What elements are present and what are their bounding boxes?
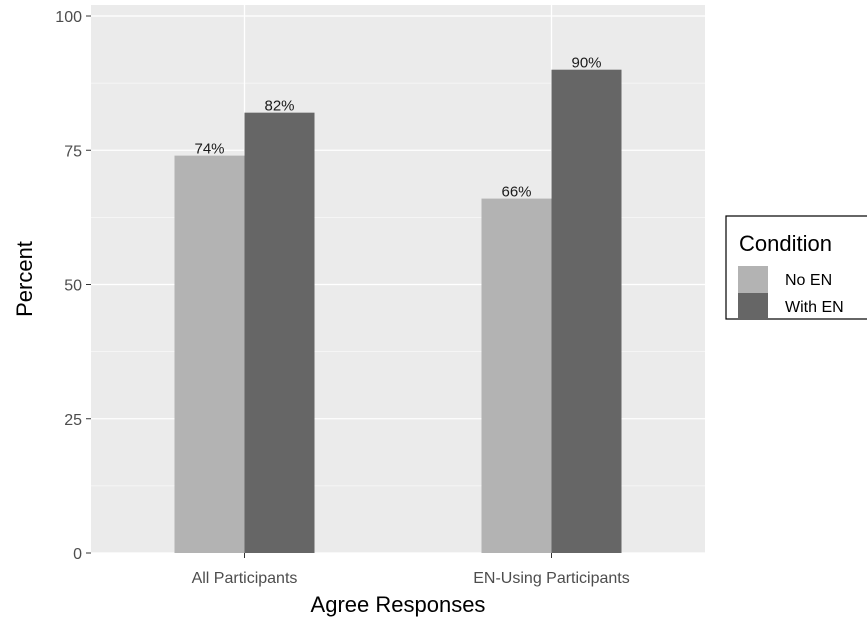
legend: Condition No EN With EN <box>725 215 867 320</box>
y-tick-label: 50 <box>64 278 82 295</box>
y-tick-label: 0 <box>73 546 82 563</box>
x-axis: All Participants EN-Using Participants <box>192 553 630 587</box>
legend-swatch <box>738 293 768 320</box>
y-axis: 0 25 50 75 100 <box>55 9 91 563</box>
legend-label: No EN <box>785 272 832 289</box>
bar <box>244 112 315 553</box>
bar <box>174 155 245 553</box>
bar-value-label: 66% <box>501 184 531 201</box>
bar-value-label: 90% <box>571 55 601 72</box>
bar-value-label: 74% <box>194 141 224 158</box>
x-axis-title: Agree Responses <box>311 592 486 617</box>
y-tick-label: 25 <box>64 412 82 429</box>
bar-value-label: 82% <box>264 98 294 115</box>
x-tick-label: All Participants <box>192 570 298 587</box>
data-labels: 74% 82% 66% 90% <box>194 55 601 201</box>
x-tick-label: EN-Using Participants <box>473 570 630 587</box>
y-axis-title: Percent <box>12 241 37 317</box>
legend-label: With EN <box>785 299 844 316</box>
bar <box>551 69 622 553</box>
legend-title: Condition <box>739 231 832 256</box>
y-tick-label: 75 <box>64 143 82 160</box>
legend-swatch <box>738 266 768 293</box>
y-tick-label: 100 <box>55 9 82 26</box>
bars <box>174 69 622 553</box>
bar <box>481 198 552 553</box>
